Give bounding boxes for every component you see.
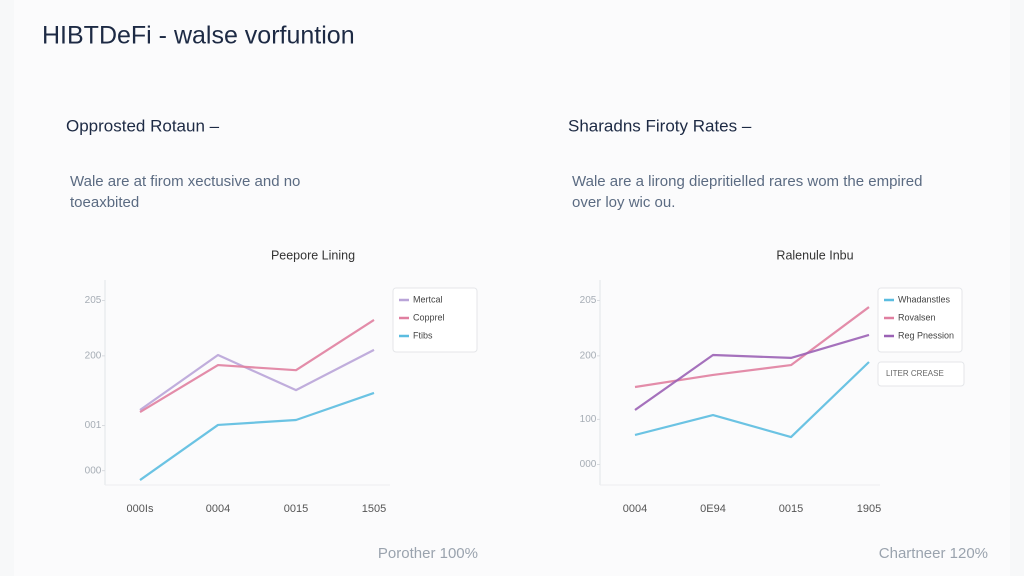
section-heading: Sharadns Firoty Rates – — [568, 116, 752, 135]
y-tick-label: 205 — [580, 295, 597, 306]
y-tick-label: 001 — [85, 420, 102, 431]
x-tick-label: 1905 — [857, 503, 881, 515]
series-line — [139, 319, 375, 413]
x-tick-label: 0015 — [284, 503, 308, 515]
description: Wale are at firom xectusive and no — [70, 173, 300, 190]
legend-label: Whadanstles — [898, 294, 951, 304]
y-tick-label: 000 — [580, 459, 597, 470]
x-tick-label: 0004 — [623, 503, 647, 515]
y-tick-label: 100 — [580, 414, 597, 425]
section-heading: Opprosted Rotaun – — [66, 116, 220, 135]
x-tick-label: 0015 — [779, 503, 803, 515]
legend-label: Reg Pnession — [898, 330, 954, 340]
footer: Chartneer 120% — [879, 545, 988, 562]
legend-note: LITER CREASE — [886, 369, 944, 378]
series-line — [634, 306, 870, 389]
series-line — [634, 333, 870, 411]
page-title: HIBTDeFi - walse vorfuntion — [42, 22, 355, 50]
footer: Porother 100% — [378, 545, 478, 562]
legend-label: Copprel — [413, 312, 445, 322]
chart-title: Peepore Lining — [271, 248, 355, 262]
legend-box — [877, 287, 963, 353]
series-line — [139, 348, 375, 411]
description: toeaxbited — [70, 194, 139, 211]
y-tick-label: 205 — [85, 295, 102, 306]
legend-label: Mertcal — [413, 294, 443, 304]
description: Wale are a lirong diepritielled rares wo… — [572, 173, 922, 190]
legend-box — [392, 287, 478, 353]
series-line — [139, 391, 375, 481]
series-line — [634, 361, 870, 439]
legend-note-box — [877, 361, 965, 387]
x-tick-label: 1505 — [362, 503, 386, 515]
y-tick-label: 200 — [580, 350, 597, 361]
chart-title: Ralenule Inbu — [776, 248, 853, 262]
legend-label: Ftibs — [413, 330, 433, 340]
x-tick-label: 0E94 — [700, 503, 726, 515]
x-tick-label: 000Is — [127, 503, 154, 515]
y-tick-label: 200 — [85, 350, 102, 361]
panel — [14, 0, 1010, 576]
legend-label: Rovalsen — [898, 312, 936, 322]
x-tick-label: 0004 — [206, 503, 230, 515]
y-tick-label: 000 — [85, 465, 102, 476]
description: over loy wic ou. — [572, 194, 675, 211]
